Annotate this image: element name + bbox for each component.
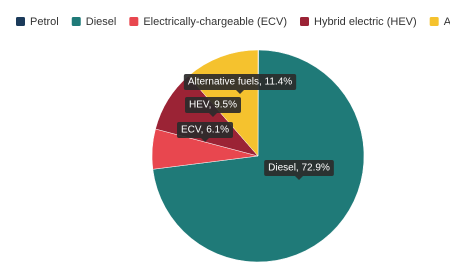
legend-swatch: [16, 17, 25, 26]
data-label-text: Diesel, 72.9%: [268, 163, 330, 174]
legend-swatch: [129, 17, 139, 26]
data-label-text: HEV, 9.5%: [189, 100, 237, 111]
label-box: [177, 122, 233, 138]
label-pointer: [201, 138, 209, 142]
data-label: Diesel, 72.9%: [264, 160, 334, 180]
legend-label: Petrol: [30, 16, 59, 28]
legend-label: Diesel: [86, 16, 117, 28]
legend-swatch: [429, 17, 439, 26]
label-pointer: [236, 90, 244, 94]
legend-swatch: [300, 17, 309, 26]
data-label: HEV, 9.5%: [185, 97, 241, 117]
pie-slice: [152, 49, 365, 263]
legend-swatch: [71, 17, 81, 26]
legend-label: Hybrid electric (HEV): [314, 16, 417, 28]
label-box: [264, 160, 334, 176]
legend: Petrol Diesel Electrically-chargeable (ECV…: [16, 16, 450, 28]
label-pointer: [295, 176, 303, 180]
data-label-text: ECV, 6.1%: [181, 125, 229, 136]
label-pointer: [209, 113, 217, 117]
label-box: [183, 74, 297, 90]
label-box: [185, 97, 241, 113]
legend-label: Electrically-chargeable (ECV): [143, 16, 287, 28]
data-label: Alternative fuels, 11.4%: [183, 74, 297, 94]
legend-label: Alternative fuels: [444, 16, 450, 28]
data-label-text: Alternative fuels, 11.4%: [188, 77, 292, 88]
data-label: ECV, 6.1%: [177, 122, 233, 142]
